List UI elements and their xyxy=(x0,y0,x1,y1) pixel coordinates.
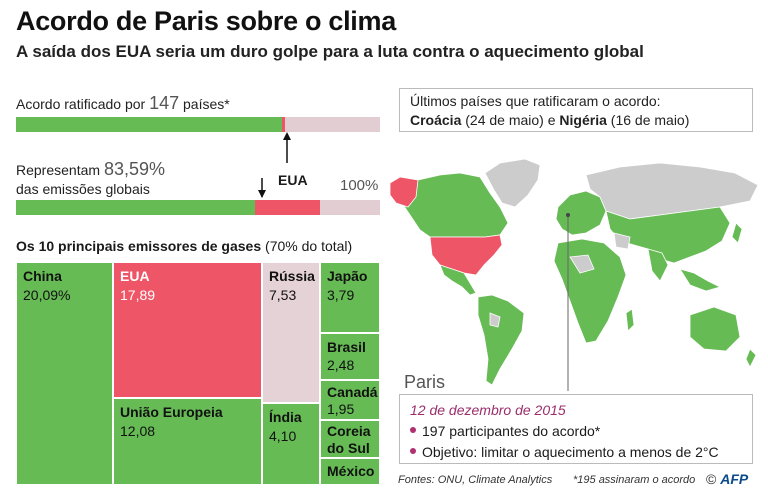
map-africa xyxy=(553,238,627,344)
bullet-icon xyxy=(410,448,416,455)
treemap-value-china: 20,09% xyxy=(23,287,71,303)
ratification-bar xyxy=(16,117,380,132)
map-mexico xyxy=(439,264,477,296)
ratification-count: 147 xyxy=(149,93,180,113)
treemap-label-japan: Japão xyxy=(327,268,368,284)
ratification-bar-ratified xyxy=(16,117,282,132)
paris-bullet-1-text: 197 participantes do acordo* xyxy=(422,423,601,439)
ratification-label-suffix: países* xyxy=(183,96,230,112)
treemap-label-south-korea: Coreia do Sul xyxy=(327,423,371,456)
latest-ratifications-countries: Croácia (24 de maio) e Nigéria (16 de ma… xyxy=(410,111,742,130)
map-middle-east-grey xyxy=(613,232,631,250)
arrow-up-icon xyxy=(283,132,291,140)
full-scale-label: 100% xyxy=(340,177,379,194)
page-subtitle: A saída dos EUA seria um duro golpe para… xyxy=(16,42,644,61)
treemap-cell-china: China 20,09% xyxy=(16,262,113,485)
map-greenland xyxy=(484,158,541,208)
arrow-down-icon xyxy=(258,190,266,198)
latest-ratifications-heading: Últimos países que ratificaram o acordo: xyxy=(410,93,661,109)
treemap-cell-south-korea: Coreia do Sul xyxy=(320,420,380,458)
paris-bullet-2-text: Objetivo: limitar o aquecimento a menos … xyxy=(422,444,719,460)
ratification-label-prefix: Acordo ratificado por xyxy=(16,96,146,112)
treemap-cell-brazil: Brasil 2,48 xyxy=(320,333,380,380)
treemap-label-india: Índia xyxy=(269,409,302,425)
map-usa xyxy=(429,234,503,276)
latest-country-croatia: Croácia xyxy=(410,112,462,128)
treemap-label-russia: Rússia xyxy=(269,268,315,284)
latest-country-nigeria: Nigéria xyxy=(559,112,607,128)
latest-date-nigeria: (16 de maio) xyxy=(610,112,690,128)
paris-label: Paris xyxy=(404,372,446,392)
emissions-bar-others xyxy=(16,200,255,215)
ratification-label: Acordo ratificado por 147 países* xyxy=(16,93,230,114)
emissions-bar-usa xyxy=(255,200,320,215)
emissions-label: Representam 83,59% das emissões globais xyxy=(16,160,165,199)
afp-logo: © AFP xyxy=(706,471,748,487)
bullet-icon xyxy=(410,427,416,434)
treemap-value-japan: 3,79 xyxy=(327,287,355,303)
map-se-asia xyxy=(679,268,722,292)
treemap-value-canada: 1,95 xyxy=(327,401,355,417)
treemap-cell-eu: União Europeia 12,08 xyxy=(113,398,262,485)
treemap-title-bold: Os 10 principais emissores de gases xyxy=(16,238,262,254)
treemap-title-rest: (70% do total) xyxy=(265,238,353,254)
usa-marker-label: EUA xyxy=(278,172,308,188)
usa-marker-arrows xyxy=(258,132,291,198)
treemap-label-brazil: Brasil xyxy=(327,339,366,355)
treemap-label-mexico: México xyxy=(327,463,375,479)
map-south-america-grey xyxy=(489,312,501,328)
treemap-label-eu: União Europeia xyxy=(120,404,223,420)
treemap-value-eu: 12,08 xyxy=(120,423,156,439)
treemap-label-china: China xyxy=(23,268,62,284)
map-africa-grey xyxy=(569,254,595,274)
map-japan xyxy=(731,222,743,244)
treemap-title: Os 10 principais emissores de gases (70%… xyxy=(16,238,352,254)
treemap-cell-canada: Canadá 1,95 xyxy=(320,380,380,420)
paris-bullet-1: 197 participantes do acordo* xyxy=(410,421,742,442)
emissions-label-line2: das emissões globais xyxy=(16,181,150,197)
paris-info-box: 12 de dezembro de 2015 197 participantes… xyxy=(399,394,753,464)
footer-note: *195 assinaram o acordo xyxy=(573,474,696,486)
ratification-bar-usa xyxy=(282,117,285,132)
treemap-cell-india: Índia 4,10 xyxy=(262,403,320,485)
treemap-label-usa: EUA xyxy=(120,268,150,284)
emissions-bar xyxy=(16,200,380,215)
treemap-value-brazil: 2,48 xyxy=(327,357,355,373)
map-australia xyxy=(689,306,741,352)
treemap-cell-russia: Rússia 7,53 xyxy=(262,262,320,403)
emissions-label-prefix: Representam xyxy=(16,162,101,178)
map-europe xyxy=(555,190,607,236)
treemap-value-india: 4,10 xyxy=(269,428,297,444)
copyright-icon: © xyxy=(706,471,717,487)
treemap-cell-usa: EUA 17,89 xyxy=(113,262,262,398)
paris-date: 12 de dezembro de 2015 xyxy=(410,402,566,418)
map-madagascar xyxy=(625,308,635,332)
treemap-cell-mexico: México xyxy=(320,458,380,485)
map-india xyxy=(647,248,669,282)
map-russia xyxy=(585,162,759,220)
afp-logo-text: AFP xyxy=(720,471,749,487)
map-new-zealand xyxy=(745,348,757,368)
latest-ratifications-box: Últimos países que ratificaram o acordo:… xyxy=(399,88,753,132)
world-map xyxy=(390,158,759,391)
page-title: Acordo de Paris sobre o clima xyxy=(16,6,396,36)
map-south-america xyxy=(477,294,525,386)
treemap-cell-japan: Japão 3,79 xyxy=(320,262,380,333)
latest-date-croatia: (24 de maio) e xyxy=(465,112,556,128)
paris-dot xyxy=(566,213,570,217)
emissions-value: 83,59% xyxy=(103,159,165,179)
treemap-value-usa: 17,89 xyxy=(120,287,156,303)
map-alaska xyxy=(390,176,419,208)
treemap-value-russia: 7,53 xyxy=(269,287,297,303)
treemap-label-canada: Canadá xyxy=(327,384,378,400)
footer-sources: Fontes: ONU, Climate Analytics xyxy=(398,474,553,486)
paris-bullet-2: Objetivo: limitar o aquecimento a menos … xyxy=(410,442,742,463)
